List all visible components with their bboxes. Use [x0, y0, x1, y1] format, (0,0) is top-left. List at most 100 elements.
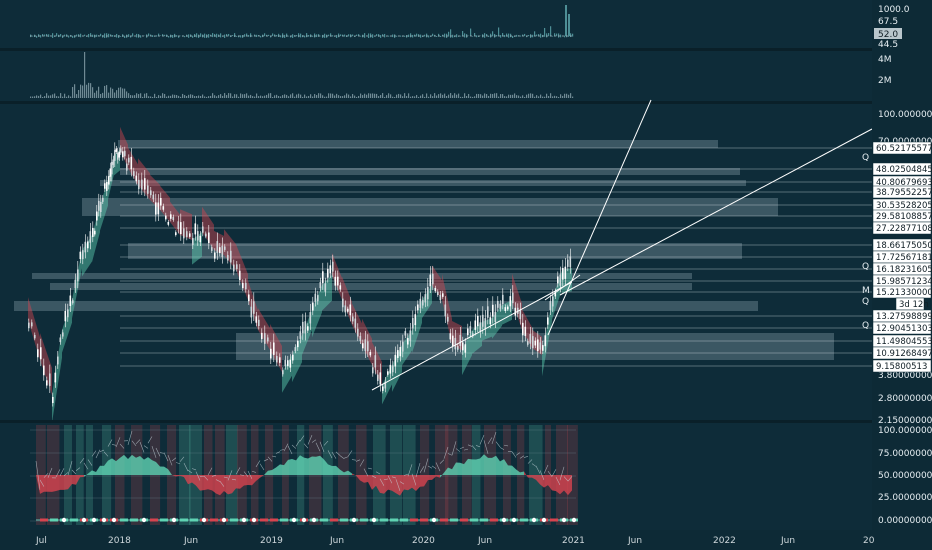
indicator-dots [36, 517, 578, 523]
indicator-line [303, 443, 309, 449]
indicator-dash-down [40, 518, 48, 522]
volume-bar [226, 95, 228, 98]
volume-bar [288, 96, 290, 98]
indicator-dot [291, 517, 297, 523]
indicator-line [115, 437, 121, 448]
oscillator-bar [388, 35, 390, 37]
indicator-area-up [112, 458, 116, 475]
panel-divider[interactable] [0, 420, 932, 423]
oscillator-bar [208, 34, 210, 38]
indicator-area-down [368, 475, 372, 490]
price-scale[interactable]: 1000.0 67.5 52.0 44.5 4M 2M 100.00000000… [862, 0, 932, 530]
oscillator-bar [338, 33, 340, 38]
bullish-candle [387, 371, 389, 375]
bearish-candle [98, 200, 100, 211]
oscillator-bar [268, 34, 270, 37]
level-tag-label: 11.49804553 [876, 337, 932, 347]
indicator-area-down [224, 475, 228, 495]
bearish-candle [124, 150, 126, 157]
indicator-line [395, 479, 401, 492]
indicator-area-up [304, 457, 308, 475]
trendlines[interactable] [371, 99, 873, 391]
oscillator-bar [116, 33, 118, 38]
panel-divider[interactable] [0, 48, 932, 51]
bearish-candle [102, 197, 104, 202]
volume-bar [286, 94, 288, 98]
oscillator-bar [152, 35, 154, 37]
indicator-line [411, 473, 417, 486]
oscillator-bar [258, 35, 260, 37]
bullish-candle [474, 320, 477, 330]
bullish-candle [389, 364, 392, 374]
panel-divider[interactable] [0, 101, 932, 104]
indicator-line [175, 462, 181, 465]
volume-bar [474, 96, 476, 98]
price-panel[interactable] [0, 99, 873, 423]
oscillator-bar [224, 34, 226, 38]
indicator-line [287, 445, 293, 455]
oscillator-bar [110, 34, 112, 37]
indicator-line [107, 439, 113, 447]
bullish-candle [407, 338, 409, 345]
indicator-dash-down [270, 518, 278, 522]
indicator-line [159, 452, 165, 454]
oscillator-bar [178, 35, 180, 38]
volume-bar [110, 87, 112, 98]
volume-bar [278, 96, 280, 98]
oscillator-bar [532, 34, 534, 38]
time-label: 2021 [562, 536, 585, 546]
indicator-area-up [440, 472, 444, 478]
bullish-candle [261, 332, 263, 340]
indicator-line [335, 451, 341, 456]
volume-bar [126, 91, 128, 98]
volume-bar [70, 96, 72, 98]
indicator-line [423, 458, 429, 473]
bearish-candle [402, 341, 404, 352]
time-scale[interactable]: Jul 2018 Jun 2019 Jun 2020 Jun 2021 Jun … [0, 530, 932, 550]
oscillator-bar [418, 34, 420, 37]
oscillator-bar [88, 33, 90, 38]
time-label: Jun [780, 536, 795, 546]
oscillator-top-panel[interactable] [0, 0, 872, 48]
indicator-dot [251, 517, 257, 523]
support-resistance-zones [14, 140, 834, 360]
level-marker-label: M [862, 286, 870, 296]
bullish-candle [165, 215, 167, 220]
bearish-candle [344, 305, 347, 313]
indicator-area-up [280, 464, 284, 475]
indicator-line [135, 439, 141, 444]
scale-label: 100.00000000 [878, 110, 932, 120]
oscillator-bar [290, 35, 292, 38]
indicator-area-down [376, 475, 380, 493]
indicator-area-up [444, 467, 448, 475]
bearish-candle [72, 300, 74, 304]
volume-bar [454, 93, 456, 98]
indicator-dash-down [440, 518, 448, 522]
indicator-line [443, 446, 449, 459]
volume-bar [418, 96, 420, 98]
scale-label: 2.15000000 [878, 416, 932, 426]
bearish-candle [31, 322, 33, 327]
time-label: Jun [477, 536, 492, 546]
volume-bar [174, 94, 176, 98]
indicator-area-down [212, 475, 216, 494]
indicator-area-up [160, 466, 164, 475]
indicator-area-up [100, 465, 104, 475]
volume-panel[interactable] [0, 51, 872, 101]
bearish-candle [294, 347, 297, 352]
oscillator-bar [444, 33, 446, 38]
indicator-line [367, 467, 373, 470]
indicator-area-down [388, 475, 392, 491]
bearish-candle [172, 216, 175, 221]
indicator-area-up [332, 465, 336, 475]
volume-bar [512, 94, 514, 98]
indicator-area-down [176, 475, 180, 477]
bullish-candle [429, 274, 432, 287]
indicator-line [327, 450, 333, 459]
bearish-candle [133, 171, 135, 177]
oscillator-bar [570, 33, 572, 38]
volume-bar [390, 94, 392, 98]
indicator-panel[interactable] [0, 423, 872, 530]
oscillator-bar [306, 33, 308, 38]
